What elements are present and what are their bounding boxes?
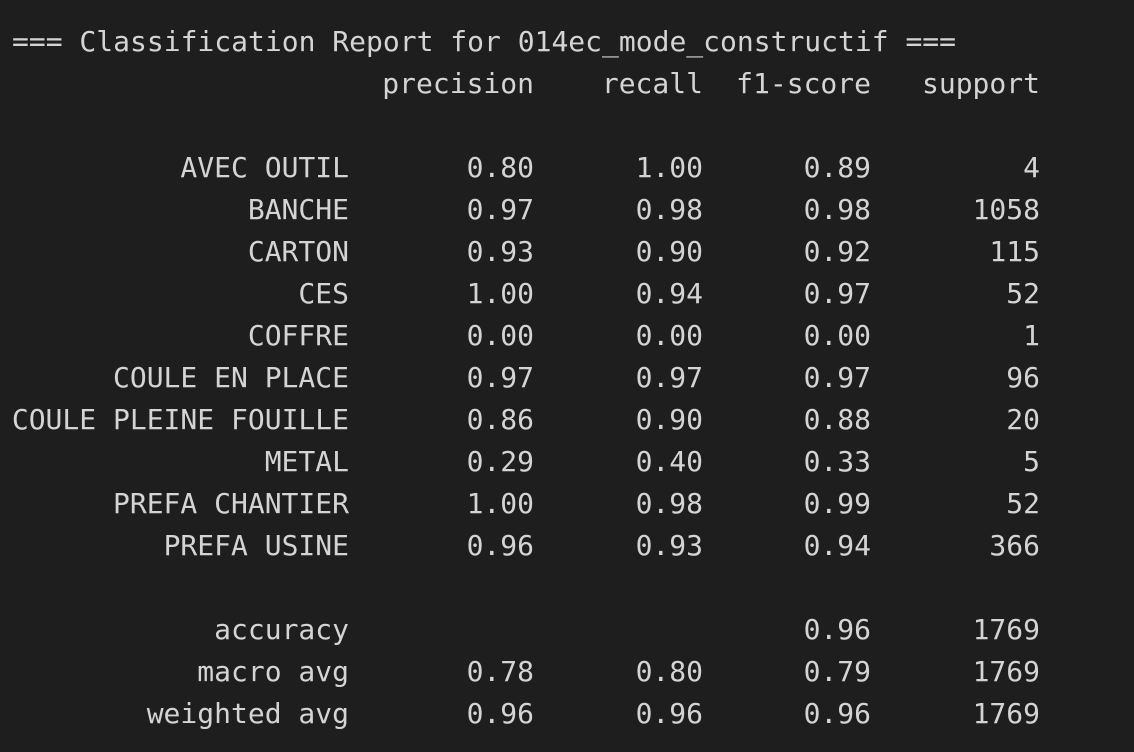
- row-label: COULE EN PLACE: [112, 361, 349, 394]
- row-recall: 0.90: [635, 235, 703, 268]
- row-recall: 1.00: [635, 151, 703, 184]
- row-precision: 0.97: [466, 193, 534, 226]
- row-f1-score: 0.33: [803, 445, 871, 478]
- row-support: 5: [1023, 445, 1040, 478]
- row-label: BANCHE: [247, 193, 349, 226]
- row-recall: 0.98: [635, 193, 703, 226]
- row-precision: 0.78: [466, 655, 534, 688]
- row-f1-score: 0.79: [803, 655, 871, 688]
- row-f1-score: 0.97: [803, 277, 871, 310]
- row-precision: 0.96: [466, 697, 534, 730]
- table-row: CES 1.00 0.94 0.97 52: [0, 273, 1134, 315]
- table-row: AVEC OUTIL 0.80 1.00 0.89 4: [0, 147, 1134, 189]
- row-f1-score: 0.99: [803, 487, 871, 520]
- row-f1-score: 0.98: [803, 193, 871, 226]
- row-recall: 0.97: [635, 361, 703, 394]
- row-support: 20: [1006, 403, 1040, 436]
- row-recall: 0.93: [635, 529, 703, 562]
- row-precision: 0.80: [466, 151, 534, 184]
- row-label: PREFA CHANTIER: [112, 487, 349, 520]
- row-support: 52: [1006, 487, 1040, 520]
- row-f1-score: 0.00: [803, 319, 871, 352]
- row-label: accuracy: [214, 613, 349, 646]
- row-recall: 0.94: [635, 277, 703, 310]
- row-label: CES: [298, 277, 349, 310]
- row-label: PREFA USINE: [163, 529, 349, 562]
- row-recall: 0.90: [635, 403, 703, 436]
- row-recall: 0.40: [635, 445, 703, 478]
- row-label: COFFRE: [247, 319, 349, 352]
- row-support: 1769: [972, 697, 1040, 730]
- row-f1-score: 0.92: [803, 235, 871, 268]
- table-row: COFFRE 0.00 0.00 0.00 1: [0, 315, 1134, 357]
- row-f1-score: 0.94: [803, 529, 871, 562]
- row-support: 4: [1023, 151, 1040, 184]
- row-support: 115: [989, 235, 1040, 268]
- row-precision: 0.00: [466, 319, 534, 352]
- row-precision: 0.29: [466, 445, 534, 478]
- weighted-avg-row: weighted avg 0.96 0.96 0.96 1769: [0, 693, 1134, 735]
- row-label: CARTON: [247, 235, 349, 268]
- header-precision: precision: [382, 67, 534, 100]
- row-precision: 0.96: [466, 529, 534, 562]
- row-recall: 0.80: [635, 655, 703, 688]
- row-recall: 0.96: [635, 697, 703, 730]
- row-support: 366: [989, 529, 1040, 562]
- table-row: METAL 0.29 0.40 0.33 5: [0, 441, 1134, 483]
- row-recall: 0.00: [635, 319, 703, 352]
- row-precision: 1.00: [466, 277, 534, 310]
- row-support: 96: [1006, 361, 1040, 394]
- table-row: COULE PLEINE FOUILLE 0.86 0.90 0.88 20: [0, 399, 1134, 441]
- macro-avg-row: macro avg 0.78 0.80 0.79 1769: [0, 651, 1134, 693]
- row-label: macro avg: [197, 655, 349, 688]
- row-f1-score: 0.97: [803, 361, 871, 394]
- row-support: 1058: [972, 193, 1040, 226]
- row-support: 1769: [972, 613, 1040, 646]
- row-f1-score: 0.96: [803, 697, 871, 730]
- accuracy-row: accuracy 0.96 1769: [0, 609, 1134, 651]
- row-precision: 1.00: [466, 487, 534, 520]
- row-support: 1: [1023, 319, 1040, 352]
- row-support: 1769: [972, 655, 1040, 688]
- header-row: precision recall f1-score support: [0, 63, 1134, 105]
- table-row: BANCHE 0.97 0.98 0.98 1058: [0, 189, 1134, 231]
- row-label: AVEC OUTIL: [180, 151, 349, 184]
- row-precision: 0.86: [466, 403, 534, 436]
- row-label: METAL: [264, 445, 349, 478]
- row-label: COULE PLEINE FOUILLE: [11, 403, 349, 436]
- header-f1-score: f1-score: [736, 67, 871, 100]
- header-support: support: [921, 67, 1040, 100]
- row-support: 52: [1006, 277, 1040, 310]
- row-f1-score: 0.89: [803, 151, 871, 184]
- row-f1-score: 0.88: [803, 403, 871, 436]
- header-recall: recall: [601, 67, 703, 100]
- table-row: PREFA USINE 0.96 0.93 0.94 366: [0, 525, 1134, 567]
- row-precision: 0.97: [466, 361, 534, 394]
- table-row: PREFA CHANTIER 1.00 0.98 0.99 52: [0, 483, 1134, 525]
- table-row: CARTON 0.93 0.90 0.92 115: [0, 231, 1134, 273]
- row-f1-score: 0.96: [803, 613, 871, 646]
- row-label: weighted avg: [146, 697, 349, 730]
- table-row: COULE EN PLACE 0.97 0.97 0.97 96: [0, 357, 1134, 399]
- report-title: === Classification Report for 014ec_mode…: [12, 25, 957, 58]
- row-precision: 0.93: [466, 235, 534, 268]
- row-recall: 0.98: [635, 487, 703, 520]
